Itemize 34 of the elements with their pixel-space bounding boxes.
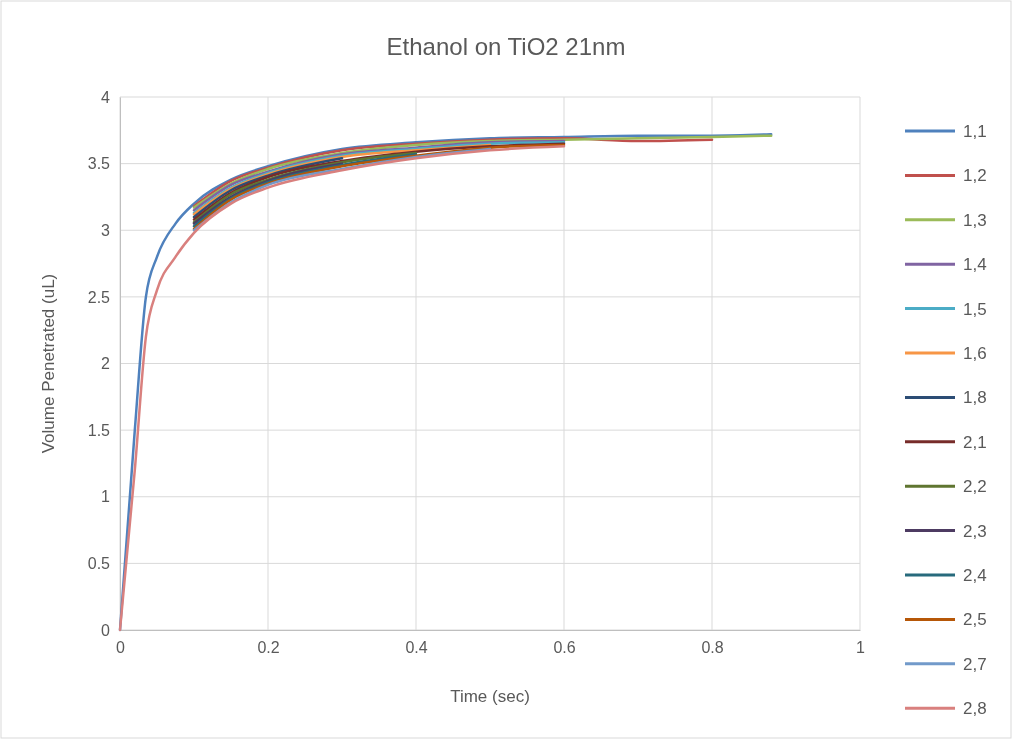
legend-label: 2,4 [963, 566, 987, 585]
legend-label: 1,2 [963, 166, 987, 186]
line-series [192, 157, 344, 219]
chart-title: Ethanol on TiO2 21nm [386, 33, 626, 60]
y-tick-label: 3 [101, 221, 111, 239]
y-tick-label: 2 [101, 355, 111, 373]
x-tick-label: 1 [856, 639, 866, 657]
y-axis-title: Volume Penetrated (uL) [39, 273, 58, 454]
x-tick-label: 0.6 [553, 639, 576, 657]
x-tick-label: 0.8 [701, 639, 724, 657]
y-tick-label: 1 [101, 488, 111, 506]
y-tick-label: 0 [101, 621, 111, 639]
legend-label: 1,5 [963, 299, 987, 319]
x-axis-title: Time (sec) [450, 687, 530, 706]
y-tick-label: 0.5 [87, 554, 111, 572]
legend-label: 2,5 [963, 610, 987, 630]
legend-label: 2,2 [963, 477, 987, 497]
y-tick-label: 2.5 [87, 288, 111, 306]
legend-label: 1,8 [963, 388, 987, 408]
legend-label: 1,3 [963, 210, 987, 230]
legend-label: 2,1 [963, 432, 987, 452]
legend-label: 1,1 [963, 122, 987, 141]
y-tick-label: 4 [101, 88, 111, 106]
line-series [118, 145, 566, 632]
legend-label: 1,4 [963, 255, 987, 275]
x-tick-label: 0 [116, 639, 126, 657]
legend-label: 2,8 [963, 699, 987, 719]
legend-label: 2,7 [963, 654, 987, 674]
y-tick-label: 1.5 [87, 421, 111, 439]
legend-label: 2,3 [963, 521, 987, 541]
y-tick-label: 3.5 [87, 155, 111, 173]
x-tick-label: 0.4 [405, 639, 428, 657]
legend-label: 1,6 [963, 344, 987, 363]
x-tick-label: 0.2 [257, 639, 280, 657]
